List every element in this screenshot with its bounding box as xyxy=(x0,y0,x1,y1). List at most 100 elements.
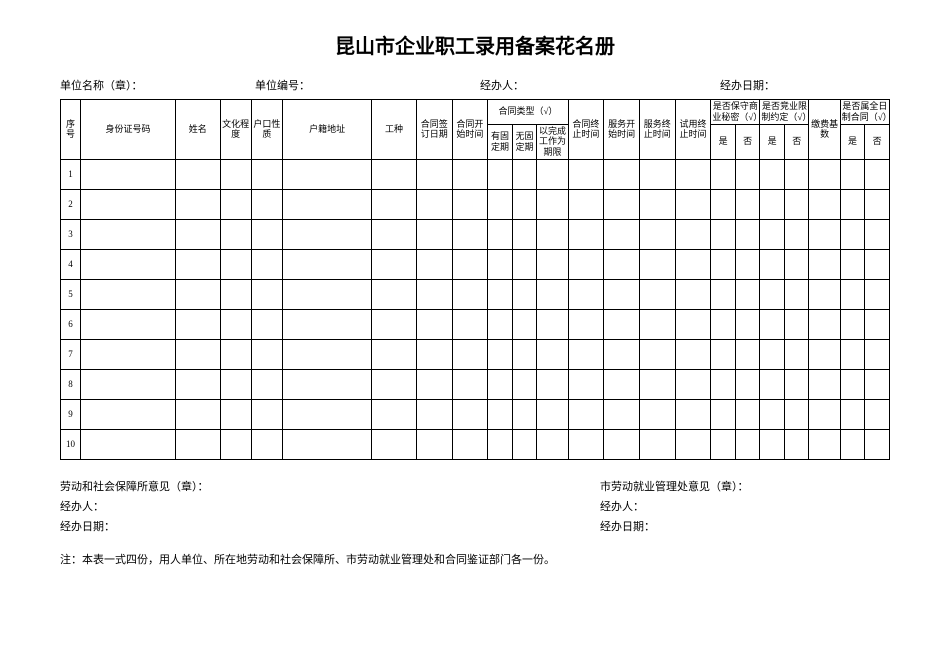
cell xyxy=(604,189,640,219)
cell xyxy=(512,159,537,189)
th-secret: 是否保守商业秘密（√） xyxy=(711,100,760,125)
cell xyxy=(537,189,568,219)
cell xyxy=(784,219,809,249)
cell xyxy=(865,369,890,399)
cell xyxy=(452,339,488,369)
cell xyxy=(675,159,711,189)
cell xyxy=(711,339,736,369)
meta-unit-name: 单位名称（章）： xyxy=(60,77,255,93)
cell xyxy=(452,309,488,339)
cell xyxy=(711,219,736,249)
cell xyxy=(512,369,537,399)
cell xyxy=(639,399,675,429)
cell xyxy=(784,339,809,369)
cell xyxy=(809,369,840,399)
cell xyxy=(416,189,452,219)
th-hukou-type: 户口性质 xyxy=(251,100,282,160)
cell xyxy=(416,369,452,399)
cell xyxy=(711,279,736,309)
cell xyxy=(175,159,220,189)
th-start-date: 合同开始时间 xyxy=(452,100,488,160)
th-ct-task: 以完成工作为期限 xyxy=(537,124,568,159)
table-head: 序号 身份证号码 姓名 文化程度 户口性质 户籍地址 工种 合同签订日期 合同开… xyxy=(61,100,890,160)
cell-seq: 3 xyxy=(61,219,81,249)
cell xyxy=(784,429,809,459)
cell xyxy=(840,189,865,219)
cell xyxy=(865,189,890,219)
cell xyxy=(488,159,513,189)
th-end-date: 合同终止时间 xyxy=(568,100,604,160)
cell xyxy=(175,189,220,219)
table-row: 3 xyxy=(61,219,890,249)
cell xyxy=(784,369,809,399)
cell xyxy=(220,399,251,429)
cell xyxy=(372,339,417,369)
th-compete: 是否竞业限制约定（√） xyxy=(760,100,809,125)
cell xyxy=(865,219,890,249)
cell xyxy=(488,339,513,369)
cell xyxy=(760,189,785,219)
cell xyxy=(175,399,220,429)
cell xyxy=(537,309,568,339)
th-probation: 试用终止时间 xyxy=(675,100,711,160)
cell xyxy=(568,429,604,459)
table-row: 7 xyxy=(61,339,890,369)
cell xyxy=(372,279,417,309)
table-body: 12345678910 xyxy=(61,159,890,459)
table-row: 5 xyxy=(61,279,890,309)
cell xyxy=(537,279,568,309)
cell xyxy=(175,249,220,279)
cell xyxy=(675,219,711,249)
cell xyxy=(452,429,488,459)
cell xyxy=(840,369,865,399)
cell xyxy=(711,399,736,429)
cell xyxy=(639,339,675,369)
footer-right-opinion: 市劳动就业管理处意见（章）： xyxy=(600,478,890,498)
cell xyxy=(568,369,604,399)
cell xyxy=(372,219,417,249)
cell xyxy=(416,279,452,309)
footer-left-date: 经办日期： xyxy=(60,518,600,538)
cell-seq: 10 xyxy=(61,429,81,459)
cell xyxy=(604,399,640,429)
th-compete-no: 否 xyxy=(784,124,809,159)
cell xyxy=(220,279,251,309)
th-id: 身份证号码 xyxy=(81,100,176,160)
cell xyxy=(488,249,513,279)
cell xyxy=(416,309,452,339)
cell xyxy=(537,339,568,369)
th-fulltime-no: 否 xyxy=(865,124,890,159)
cell-seq: 8 xyxy=(61,369,81,399)
cell xyxy=(711,369,736,399)
cell xyxy=(675,339,711,369)
footer-left-opinion: 劳动和社会保障所意见（章）： xyxy=(60,478,600,498)
cell xyxy=(372,249,417,279)
meta-unit-code: 单位编号： xyxy=(255,77,480,93)
cell xyxy=(283,309,372,339)
cell xyxy=(175,219,220,249)
cell xyxy=(809,279,840,309)
cell-seq: 2 xyxy=(61,189,81,219)
th-ct-fixed: 有固定期 xyxy=(488,124,513,159)
cell xyxy=(809,339,840,369)
cell xyxy=(488,219,513,249)
cell xyxy=(760,399,785,429)
cell xyxy=(220,219,251,249)
cell xyxy=(568,399,604,429)
cell xyxy=(568,279,604,309)
cell xyxy=(220,339,251,369)
cell xyxy=(568,249,604,279)
cell xyxy=(251,399,282,429)
cell xyxy=(512,429,537,459)
cell xyxy=(840,339,865,369)
cell xyxy=(760,429,785,459)
cell xyxy=(865,309,890,339)
cell xyxy=(452,369,488,399)
cell xyxy=(452,189,488,219)
th-sign-date: 合同签订日期 xyxy=(416,100,452,160)
cell xyxy=(639,159,675,189)
cell xyxy=(639,369,675,399)
cell xyxy=(537,429,568,459)
cell xyxy=(81,339,176,369)
th-svc-start: 服务开始时间 xyxy=(604,100,640,160)
